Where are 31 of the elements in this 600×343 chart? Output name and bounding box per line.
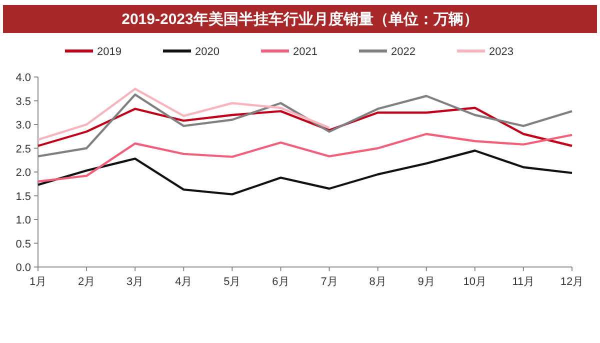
y-tick-label: 0.0 xyxy=(16,262,31,274)
x-tick-label: 4月 xyxy=(175,276,192,288)
chart-title: 2019-2023年美国半挂车行业月度销量（单位：万辆） xyxy=(122,10,478,28)
x-tick-label: 6月 xyxy=(272,276,290,288)
x-tick-label: 10月 xyxy=(463,276,487,288)
line-series xyxy=(36,88,330,141)
legend-label: 2022 xyxy=(391,46,416,58)
legend-label: 2021 xyxy=(293,46,318,58)
x-tick-label: 11月 xyxy=(512,276,535,288)
x-tick-label: 9月 xyxy=(418,276,435,288)
legend-label: 2019 xyxy=(97,46,122,58)
line-series xyxy=(36,132,574,183)
x-tick-label: 2月 xyxy=(78,276,96,288)
y-tick-label: 1.5 xyxy=(16,190,31,203)
line-series xyxy=(36,150,574,196)
x-tick-label: 1月 xyxy=(29,276,47,288)
y-tick-label: 2.5 xyxy=(16,143,31,156)
y-tick-label: 3.5 xyxy=(16,96,31,108)
x-tick-label: 8月 xyxy=(369,276,386,288)
line-series xyxy=(36,106,574,147)
legend-label: 2020 xyxy=(195,46,220,58)
y-tick-label: 2.0 xyxy=(16,167,31,179)
legend-label: 2023 xyxy=(489,46,514,58)
y-tick-label: 0.5 xyxy=(16,238,31,250)
x-tick-label: 12月 xyxy=(560,276,584,288)
y-tick-label: 3.0 xyxy=(16,120,31,132)
x-tick-label: 3月 xyxy=(126,276,144,288)
y-tick-label: 4.0 xyxy=(16,72,31,84)
y-tick-label: 1.0 xyxy=(16,214,31,226)
x-tick-label: 7月 xyxy=(320,276,338,288)
x-tick-label: 5月 xyxy=(224,276,241,288)
